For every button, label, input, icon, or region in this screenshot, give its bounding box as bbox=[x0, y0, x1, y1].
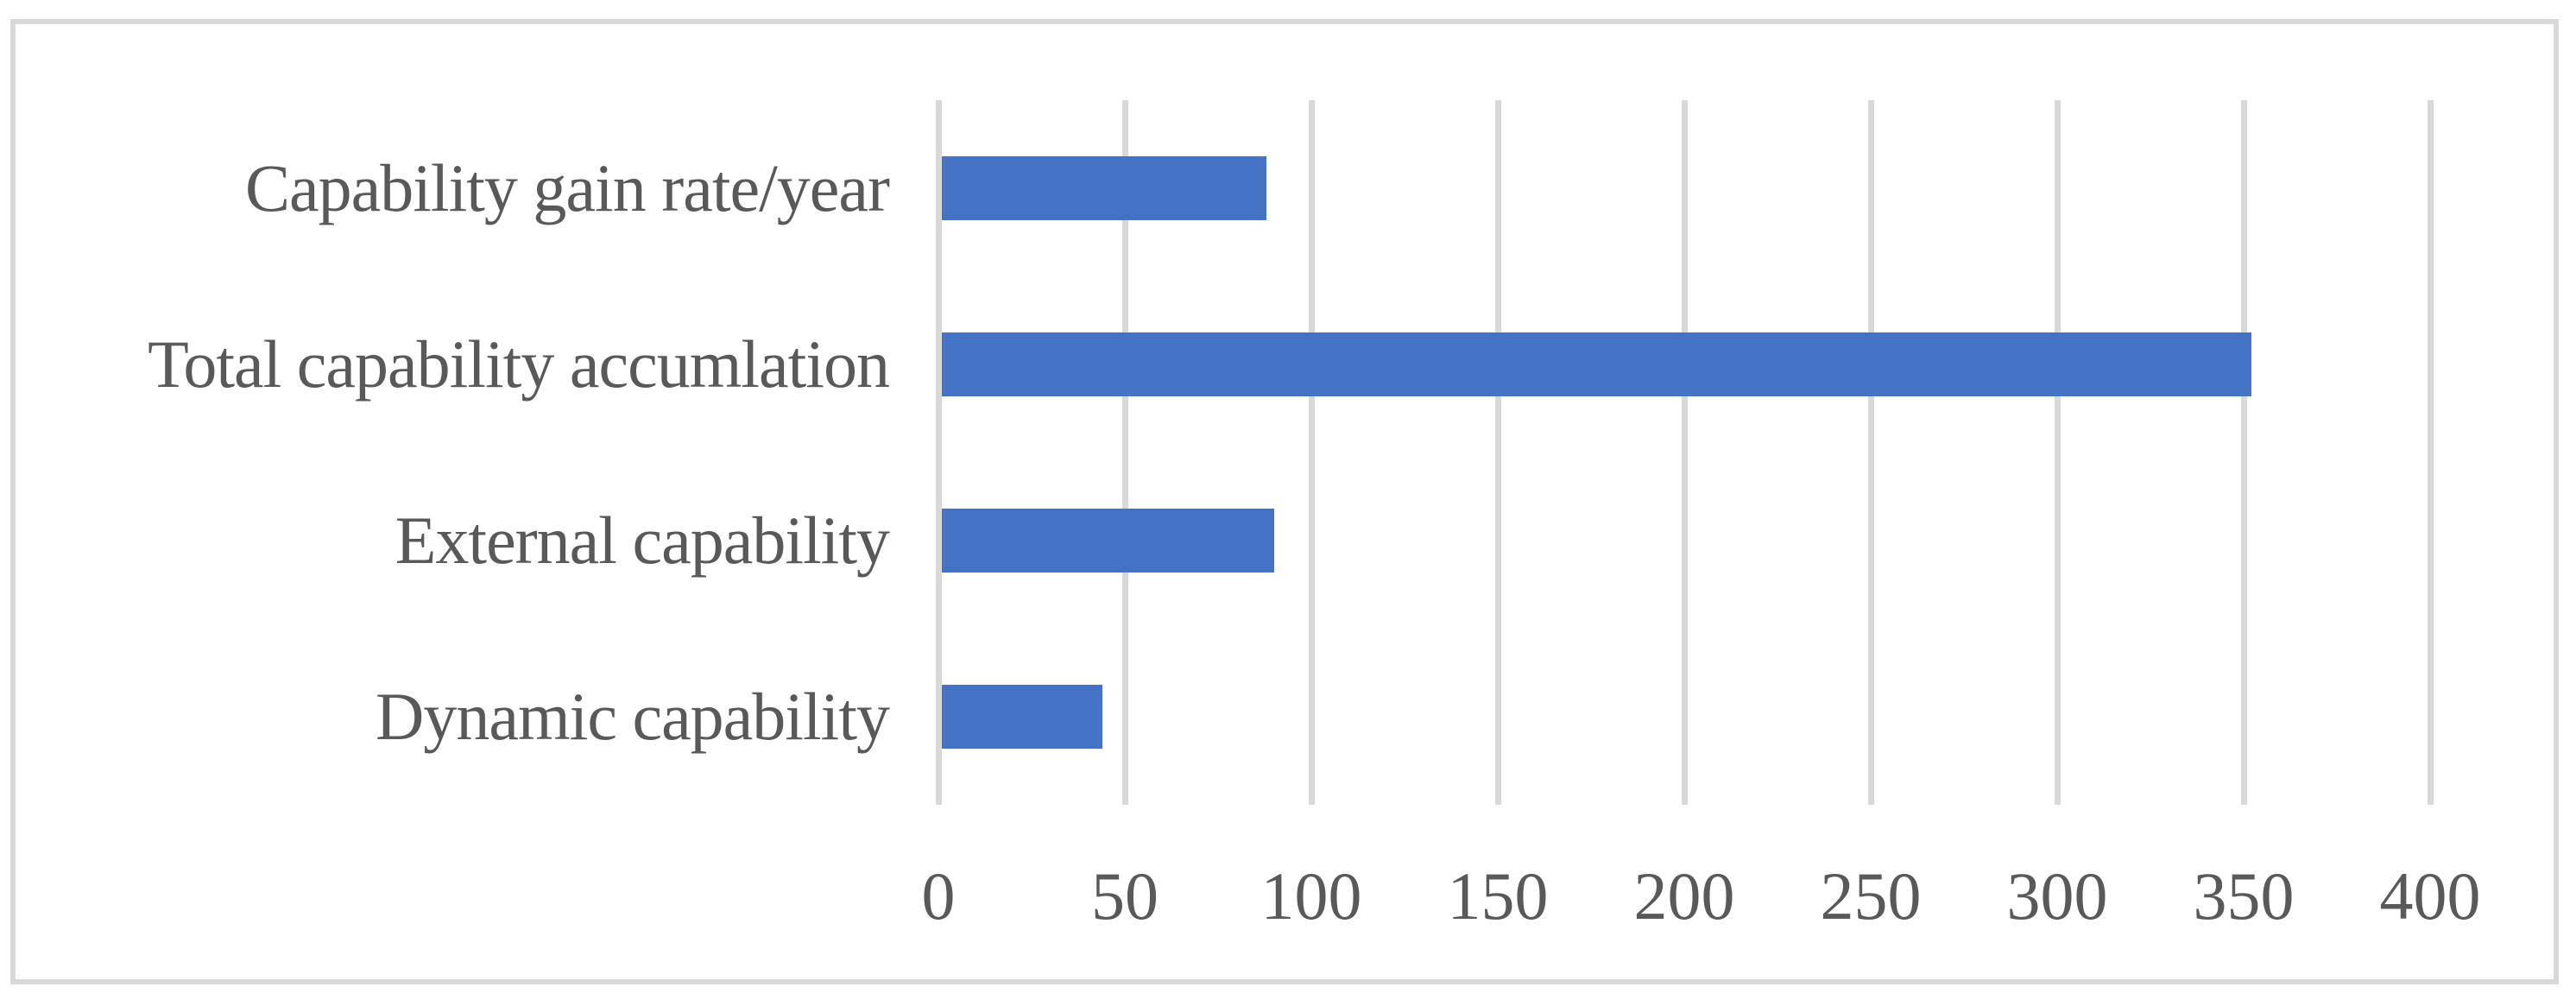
bar-capability-gain-rate-year bbox=[941, 156, 1267, 220]
gridline-150 bbox=[1494, 100, 1501, 805]
figure-border bbox=[10, 19, 2559, 984]
tick-label-350: 350 bbox=[2193, 858, 2295, 933]
tick-label-300: 300 bbox=[2006, 858, 2108, 933]
category-label-dynamic-capability: Dynamic capability bbox=[376, 679, 890, 754]
category-label-external-capability: External capability bbox=[395, 503, 890, 578]
gridline-200 bbox=[1681, 100, 1688, 805]
bar-total-capability-accumlation bbox=[941, 332, 2251, 396]
gridline-350 bbox=[2240, 100, 2247, 805]
gridline-300 bbox=[2054, 100, 2061, 805]
bar-dynamic-capability bbox=[941, 685, 1103, 749]
gridline-100 bbox=[1308, 100, 1315, 805]
plot-area bbox=[935, 100, 2434, 805]
bar-external-capability bbox=[941, 509, 1274, 573]
gridline-400 bbox=[2427, 100, 2434, 805]
tick-label-0: 0 bbox=[921, 858, 956, 933]
gridline-250 bbox=[1867, 100, 1874, 805]
tick-label-200: 200 bbox=[1633, 858, 1735, 933]
tick-label-150: 150 bbox=[1447, 858, 1549, 933]
tick-label-400: 400 bbox=[2379, 858, 2481, 933]
category-label-capability-gain-rate-year: Capability gain rate/year bbox=[244, 150, 890, 225]
tick-label-250: 250 bbox=[1820, 858, 1922, 933]
gridline-0 bbox=[935, 100, 942, 805]
tick-label-100: 100 bbox=[1260, 858, 1362, 933]
tick-label-50: 50 bbox=[1091, 858, 1159, 933]
gridline-50 bbox=[1121, 100, 1128, 805]
category-label-total-capability-accumlation: Total capability accumlation bbox=[148, 326, 890, 402]
